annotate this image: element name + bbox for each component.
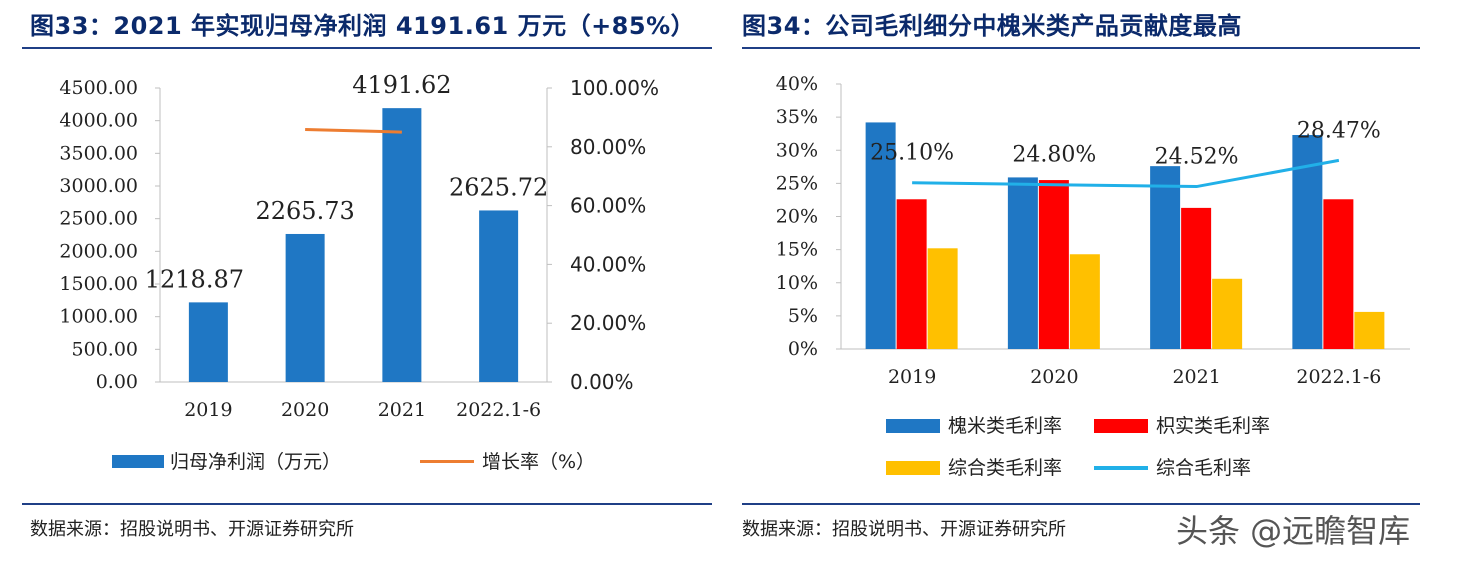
net-profit-data-label: 1218.87 [145, 265, 244, 293]
left-y-tick-label: 500.00 [72, 338, 138, 360]
legend-label-growth-rate: 增长率（%） [482, 451, 596, 473]
y-tick-label: 30% [776, 139, 818, 161]
figure-34-bottom-rule [742, 503, 1420, 505]
x-category-label: 2021 [378, 399, 426, 421]
misc-margin-bar [927, 248, 958, 349]
figure-33-title: 图33：2021 年实现归母净利润 4191.61 万元（+85%） [30, 12, 696, 40]
left-y-tick-label: 4000.00 [59, 110, 138, 132]
right-y-tick-label: 20.00% [570, 311, 646, 335]
net-profit-bar [479, 210, 519, 382]
net-profit-bar [285, 233, 325, 382]
left-y-tick-label: 2000.00 [59, 240, 138, 262]
overall-margin-data-label: 24.52% [1155, 145, 1239, 170]
net-profit-bar [382, 108, 422, 382]
net-profit-bar [188, 302, 228, 382]
x-category-label: 2019 [888, 366, 936, 388]
right-y-tick-label: 60.00% [570, 194, 646, 218]
huaimi-margin-bar [1007, 177, 1038, 349]
x-category-label: 2022.1-6 [1296, 366, 1381, 388]
zhishi-margin-bar [1181, 207, 1212, 349]
misc-margin-bar [1212, 278, 1243, 349]
right-y-tick-label: 40.00% [570, 252, 646, 276]
y-tick-label: 10% [776, 272, 818, 294]
y-tick-label: 0% [788, 338, 818, 360]
legend-swatch-overall-margin [1094, 466, 1148, 470]
watermark: 头条 @远瞻智库 [1176, 512, 1411, 550]
legend-label-huaimi-margin: 槐米类毛利率 [948, 415, 1063, 437]
overall-margin-data-label: 28.47% [1297, 118, 1381, 143]
legend-swatch-growth-rate [420, 460, 474, 463]
figure-34-panel: 图34：公司毛利细分中槐米类产品贡献度最高 0% 5% 10% 15% 20% 25% 30… [742, 0, 1460, 561]
y-tick-label: 15% [776, 239, 818, 261]
overall-margin-data-label: 24.80% [1012, 143, 1096, 168]
misc-margin-bar [1069, 254, 1100, 349]
figure-34-top-rule [742, 47, 1420, 49]
x-category-label: 2019 [184, 399, 232, 421]
left-y-tick-label: 3500.00 [59, 142, 138, 164]
zhishi-margin-bar [1038, 180, 1069, 349]
x-category-label: 2022.1-6 [456, 399, 541, 421]
zhishi-margin-bar [1323, 199, 1354, 349]
x-category-label: 2020 [1030, 366, 1078, 388]
overall-margin-line [912, 158, 1340, 189]
figure-33-bottom-rule [22, 503, 712, 505]
legend-swatch-net-profit [112, 455, 164, 468]
legend-label-zhishi-margin: 枳实类毛利率 [1156, 415, 1271, 437]
figure-34-source: 数据来源：招股说明书、开源证券研究所 [742, 519, 1066, 540]
left-y-tick-label: 0.00 [96, 371, 138, 393]
growth-rate-line [305, 127, 402, 134]
figure-33-top-rule [22, 47, 712, 49]
legend-swatch-huaimi-margin [886, 419, 940, 433]
legend-label-net-profit: 归母净利润（万元） [170, 451, 342, 473]
right-y-tick-label: 80.00% [570, 135, 646, 159]
huaimi-margin-bar [1150, 166, 1181, 349]
legend-swatch-misc-margin [886, 461, 940, 475]
left-y-tick-label: 3000.00 [59, 175, 138, 197]
legend-label-overall-margin: 综合毛利率 [1156, 457, 1252, 479]
overall-margin-data-label: 25.10% [870, 141, 954, 166]
figure-34-title: 图34：公司毛利细分中槐米类产品贡献度最高 [742, 12, 1242, 40]
left-y-tick-label: 4500.00 [59, 77, 138, 99]
figure-34-chart: 0% 5% 10% 15% 20% 25% 30% 35% 40% 2019 2020 2021 202… [776, 73, 1410, 388]
figure-33-source: 数据来源：招股说明书、开源证券研究所 [30, 519, 354, 540]
net-profit-data-label: 2265.73 [256, 197, 355, 225]
legend-swatch-zhishi-margin [1094, 419, 1148, 433]
legend-label-misc-margin: 综合类毛利率 [948, 457, 1063, 479]
figure-33-panel: 图33：2021 年实现归母净利润 4191.61 万元（+85%） 0.00 5… [0, 0, 712, 561]
y-tick-label: 20% [776, 206, 818, 228]
net-profit-data-label: 4191.62 [352, 71, 451, 99]
right-y-tick-label: 0.00% [570, 370, 634, 394]
misc-margin-bar [1354, 311, 1385, 349]
huaimi-margin-bar [1292, 135, 1323, 349]
x-category-label: 2020 [281, 399, 329, 421]
y-tick-label: 40% [776, 73, 818, 95]
huaimi-margin-bar [865, 122, 896, 349]
right-y-tick-label: 100.00% [570, 76, 659, 100]
y-tick-label: 35% [776, 106, 818, 128]
left-y-tick-label: 1000.00 [59, 306, 138, 328]
zhishi-margin-bar [896, 199, 927, 349]
left-y-tick-label: 2500.00 [59, 208, 138, 230]
y-tick-label: 5% [788, 305, 818, 327]
left-y-tick-label: 1500.00 [59, 273, 138, 295]
y-tick-label: 25% [776, 172, 818, 194]
net-profit-data-label: 2625.72 [449, 173, 548, 201]
figure-33-chart: 0.00 500.00 1000.00 1500.00 2000.00 2500.00 30… [59, 71, 659, 421]
x-category-label: 2021 [1172, 366, 1220, 388]
